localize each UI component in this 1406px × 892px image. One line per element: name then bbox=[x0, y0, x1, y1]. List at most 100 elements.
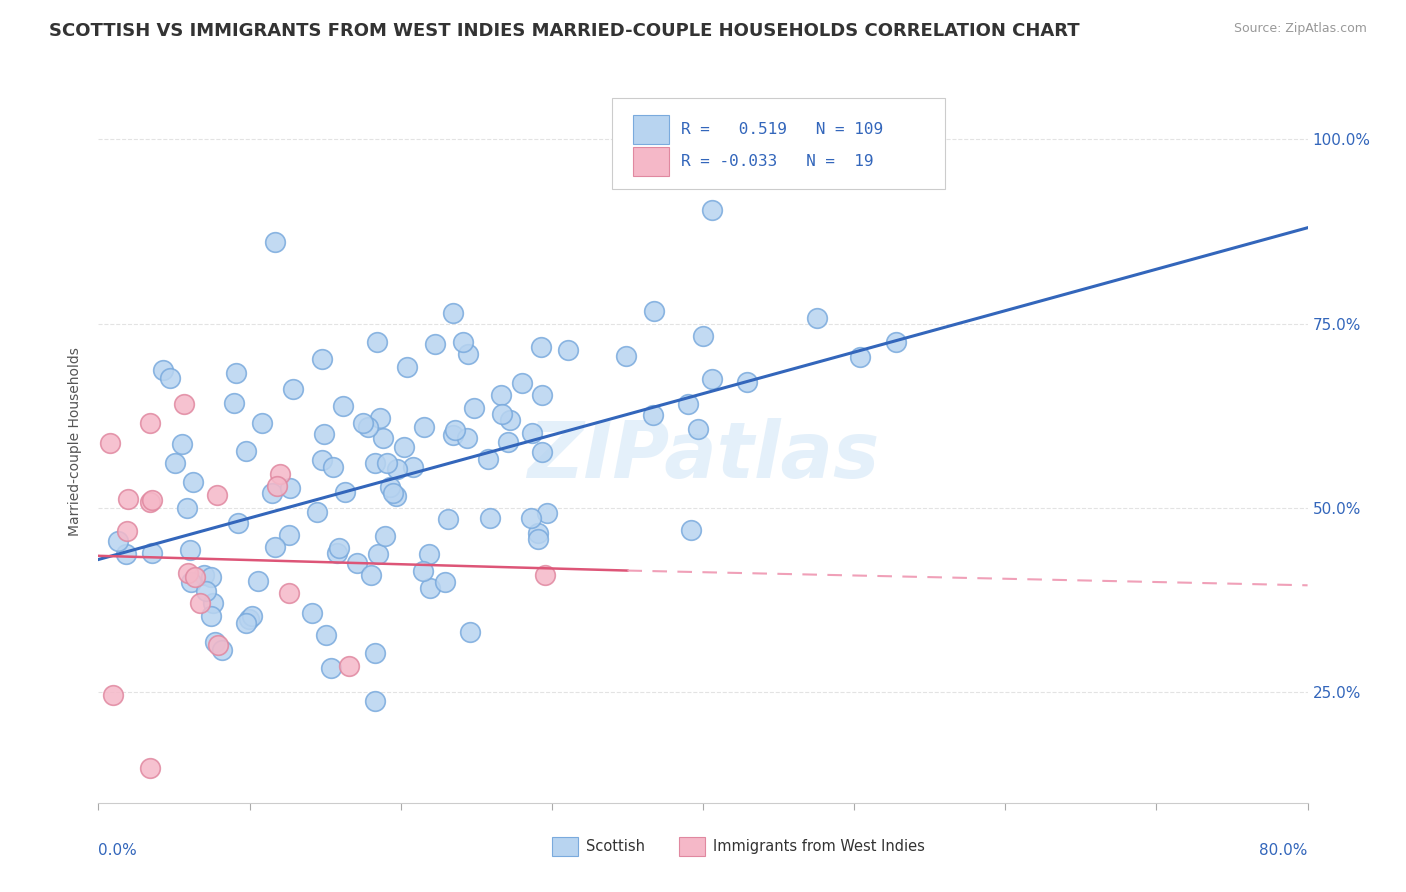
Point bbox=[412, 420, 434, 434]
Y-axis label: Married-couple Households: Married-couple Households bbox=[69, 347, 83, 536]
Point bbox=[441, 306, 464, 320]
Point bbox=[522, 426, 544, 441]
Point bbox=[281, 382, 304, 396]
Point bbox=[180, 575, 202, 590]
Point bbox=[643, 408, 665, 422]
Point bbox=[530, 340, 553, 354]
Point bbox=[367, 547, 389, 561]
Text: R = -0.033   N =  19: R = -0.033 N = 19 bbox=[682, 153, 873, 169]
Point bbox=[322, 459, 344, 474]
Point bbox=[364, 693, 387, 707]
Point bbox=[264, 540, 287, 554]
Point bbox=[457, 346, 479, 360]
Point bbox=[412, 564, 434, 578]
Point bbox=[141, 546, 163, 560]
Point bbox=[384, 490, 406, 504]
Text: Scottish: Scottish bbox=[586, 838, 645, 854]
Point bbox=[332, 399, 354, 413]
Point bbox=[278, 481, 301, 495]
Point bbox=[117, 524, 139, 538]
Point bbox=[396, 359, 419, 374]
Point bbox=[536, 506, 558, 520]
Point bbox=[385, 462, 408, 476]
Point bbox=[141, 493, 163, 508]
Point bbox=[392, 440, 415, 454]
Point bbox=[557, 343, 579, 358]
Point bbox=[477, 452, 499, 467]
Point bbox=[172, 437, 194, 451]
Point bbox=[152, 363, 174, 377]
Point bbox=[364, 457, 387, 471]
Point bbox=[688, 422, 710, 436]
Point bbox=[115, 548, 138, 562]
Point bbox=[375, 456, 398, 470]
Point bbox=[510, 376, 533, 391]
Point bbox=[371, 431, 394, 445]
Point bbox=[179, 543, 201, 558]
Point bbox=[138, 416, 160, 430]
Point bbox=[700, 372, 723, 386]
Point bbox=[884, 335, 907, 350]
Point bbox=[181, 475, 204, 489]
Point bbox=[380, 480, 402, 494]
Point bbox=[425, 336, 447, 351]
Point bbox=[496, 435, 519, 450]
Point bbox=[262, 486, 284, 500]
Point bbox=[200, 609, 222, 624]
Point bbox=[207, 638, 229, 652]
Point bbox=[534, 567, 557, 582]
Point bbox=[266, 479, 288, 493]
Point bbox=[205, 488, 228, 502]
Point bbox=[139, 495, 162, 509]
Point bbox=[325, 546, 347, 560]
Point bbox=[269, 467, 291, 481]
Point bbox=[806, 310, 828, 325]
Point bbox=[443, 423, 465, 437]
Point bbox=[252, 416, 274, 430]
Point bbox=[173, 397, 195, 411]
Point bbox=[107, 534, 129, 549]
Point bbox=[357, 420, 380, 434]
Point bbox=[315, 627, 337, 641]
Text: SCOTTISH VS IMMIGRANTS FROM WEST INDIES MARRIED-COUPLE HOUSEHOLDS CORRELATION CH: SCOTTISH VS IMMIGRANTS FROM WEST INDIES … bbox=[49, 22, 1080, 40]
Point bbox=[489, 387, 512, 401]
Point bbox=[360, 568, 382, 582]
Point bbox=[301, 606, 323, 620]
Point bbox=[526, 526, 548, 541]
Point bbox=[434, 575, 457, 590]
Point bbox=[374, 529, 396, 543]
Point bbox=[402, 459, 425, 474]
Point bbox=[491, 407, 513, 421]
Point bbox=[437, 511, 460, 525]
Point bbox=[366, 334, 388, 349]
Point bbox=[346, 557, 368, 571]
Text: 80.0%: 80.0% bbox=[1260, 843, 1308, 857]
Point bbox=[194, 583, 217, 598]
Point bbox=[520, 511, 543, 525]
Point bbox=[98, 435, 121, 450]
Point bbox=[225, 366, 247, 380]
Point bbox=[183, 570, 205, 584]
Point bbox=[314, 426, 336, 441]
Point bbox=[193, 568, 215, 582]
Point bbox=[264, 235, 287, 250]
FancyBboxPatch shape bbox=[613, 98, 945, 189]
Point bbox=[441, 427, 464, 442]
FancyBboxPatch shape bbox=[633, 147, 669, 176]
Point bbox=[737, 375, 759, 389]
Point bbox=[235, 444, 257, 458]
Point bbox=[352, 416, 374, 430]
Point bbox=[240, 608, 263, 623]
Point bbox=[368, 411, 391, 425]
Point bbox=[382, 486, 405, 500]
Point bbox=[458, 625, 481, 640]
Point bbox=[228, 516, 250, 530]
Point bbox=[235, 616, 257, 631]
Point bbox=[176, 501, 198, 516]
Point bbox=[278, 586, 301, 600]
Text: 0.0%: 0.0% bbox=[98, 843, 138, 857]
FancyBboxPatch shape bbox=[633, 115, 669, 144]
Point bbox=[311, 351, 333, 366]
Point bbox=[117, 491, 139, 506]
Point bbox=[614, 349, 637, 363]
